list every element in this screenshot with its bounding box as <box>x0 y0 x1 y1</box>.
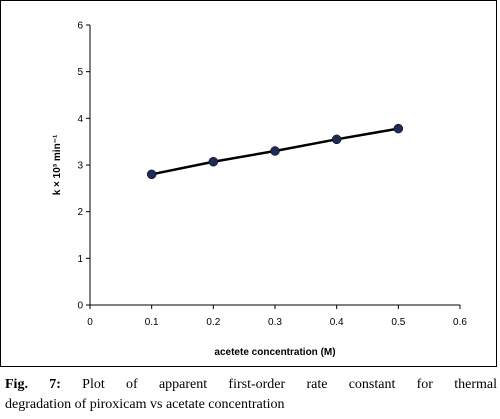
data-point <box>270 146 280 156</box>
caption-figure-label: Fig. 7: <box>5 377 61 392</box>
y-tick-label: 0 <box>77 301 83 312</box>
caption-text-2: degradation of piroxicam vs acetate conc… <box>5 397 285 412</box>
chart: 0 1 2 3 4 5 6 0 0.1 0.2 0.3 0.4 0.5 0.6 acetete conce… <box>52 21 467 359</box>
data-point <box>208 156 219 167</box>
caption-line-2: degradation of piroxicam vs acetate conc… <box>5 395 497 415</box>
x-tick-label: 0.5 <box>391 317 405 328</box>
caption-line-1: Fig. 7: Plot of apparent first-order rat… <box>5 375 497 395</box>
figure-caption: Fig. 7: Plot of apparent first-order rat… <box>5 375 497 415</box>
y-tick-label: 4 <box>77 114 83 125</box>
x-tick-label: 0.2 <box>206 317 220 328</box>
axes <box>89 25 460 306</box>
chart-frame <box>0 0 497 367</box>
x-tick-label: 0 <box>87 317 93 328</box>
y-tick-label: 6 <box>77 21 83 32</box>
y-tick-label: 5 <box>77 67 83 78</box>
x-tick-label: 0.3 <box>268 317 282 328</box>
series-layer <box>146 123 404 180</box>
x-tick-label: 0.4 <box>330 317 344 328</box>
data-point <box>146 169 157 180</box>
ticks: 0 1 2 3 4 5 6 0 0.1 0.2 0.3 0.4 0.5 0.6 <box>77 21 467 329</box>
x-tick-label: 0.1 <box>145 317 159 328</box>
y-tick-label: 2 <box>77 207 83 218</box>
y-tick-label: 3 <box>77 161 83 172</box>
y-axis-title: k × 10³ min⁻¹ <box>52 134 63 195</box>
data-point <box>331 134 342 145</box>
x-tick-label: 0.6 <box>453 317 467 328</box>
data-point <box>393 123 404 134</box>
caption-text-1: Plot of apparent first-order rate consta… <box>82 377 498 392</box>
x-axis-title: acetete concentration (M) <box>214 347 335 358</box>
y-tick-label: 1 <box>77 254 83 265</box>
